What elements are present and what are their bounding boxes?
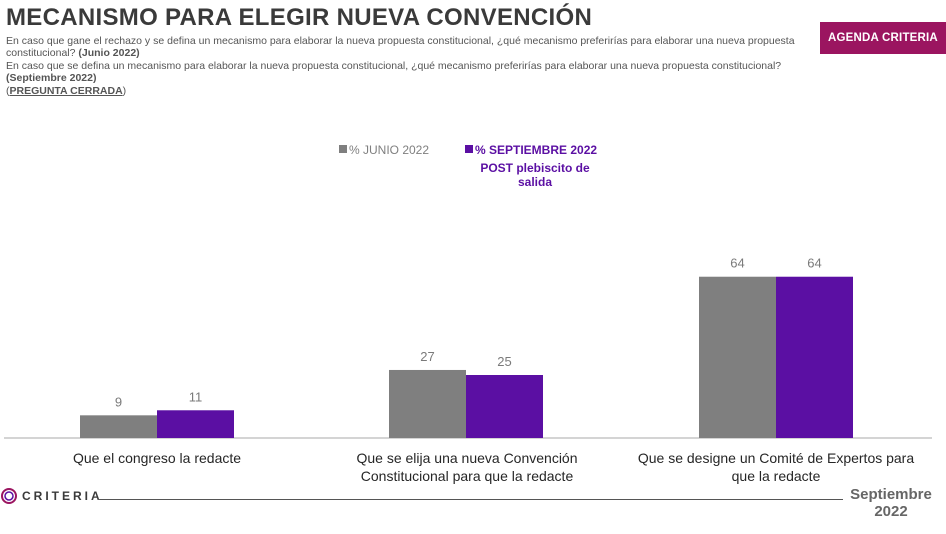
footer-date-month: Septiembre [850, 486, 932, 503]
footer-date: Septiembre 2022 [836, 486, 946, 520]
question-junio: En caso que gane el rechazo y se defina … [6, 35, 806, 59]
bar-septiembre-2 [776, 276, 853, 438]
legend-note-line-0: POST plebiscito de [480, 161, 590, 175]
question-type-label: PREGUNTA CERRADA [9, 85, 123, 97]
question-septiembre: En caso que se defina un mecanismo para … [6, 60, 806, 84]
data-label-junio-2: 64 [730, 256, 744, 271]
criteria-logo-text: CRITERIA [22, 489, 103, 503]
legend-note-line-1: salida [518, 175, 552, 189]
page-title: MECANISMO PARA ELEGIR NUEVA CONVENCIÓN [6, 4, 593, 31]
bar-septiembre-0 [157, 410, 234, 438]
question-type: (PREGUNTA CERRADA) [6, 85, 806, 97]
question-junio-period: (Junio 2022) [78, 47, 140, 59]
agenda-criteria-badge: AGENDA CRITERIA [820, 22, 946, 54]
data-label-septiembre-1: 25 [497, 354, 511, 369]
category-label-1-line-1: Constitucional para que la redacte [361, 468, 574, 484]
criteria-logo: CRITERIA [0, 487, 103, 505]
question-type-close: ) [122, 85, 127, 97]
legend-label-septiembre: % SEPTIEMBRE 2022 [475, 143, 597, 157]
data-label-septiembre-2: 64 [807, 256, 821, 271]
bar-junio-1 [389, 369, 466, 438]
bar-junio-0 [80, 415, 157, 438]
category-label-1-line-0: Que se elija una nueva Convención [356, 450, 577, 466]
legend-swatch-junio [339, 145, 347, 153]
question-type-open: ( [6, 85, 10, 97]
category-label-2-line-0: Que se designe un Comité de Expertos par… [638, 450, 914, 466]
legend-label-junio: % JUNIO 2022 [349, 143, 429, 157]
footer-date-year: 2022 [874, 503, 908, 520]
footer-divider [98, 499, 843, 500]
question-septiembre-period: (Septiembre 2022) [6, 72, 97, 84]
category-label-0-line-0: Que el congreso la redacte [73, 450, 241, 466]
data-label-septiembre-0: 11 [189, 389, 203, 404]
question-junio-text: En caso que gane el rechazo y se defina … [6, 35, 795, 59]
category-label-2-line-1: que la redacte [732, 468, 821, 484]
bar-septiembre-1 [466, 375, 543, 438]
criteria-logo-icon [1, 488, 17, 504]
data-label-junio-1: 27 [420, 349, 434, 364]
question-septiembre-text: En caso que se defina un mecanismo para … [6, 60, 782, 72]
legend-swatch-septiembre [465, 145, 473, 153]
data-label-junio-0: 9 [115, 394, 122, 409]
bar-junio-2 [699, 276, 776, 438]
